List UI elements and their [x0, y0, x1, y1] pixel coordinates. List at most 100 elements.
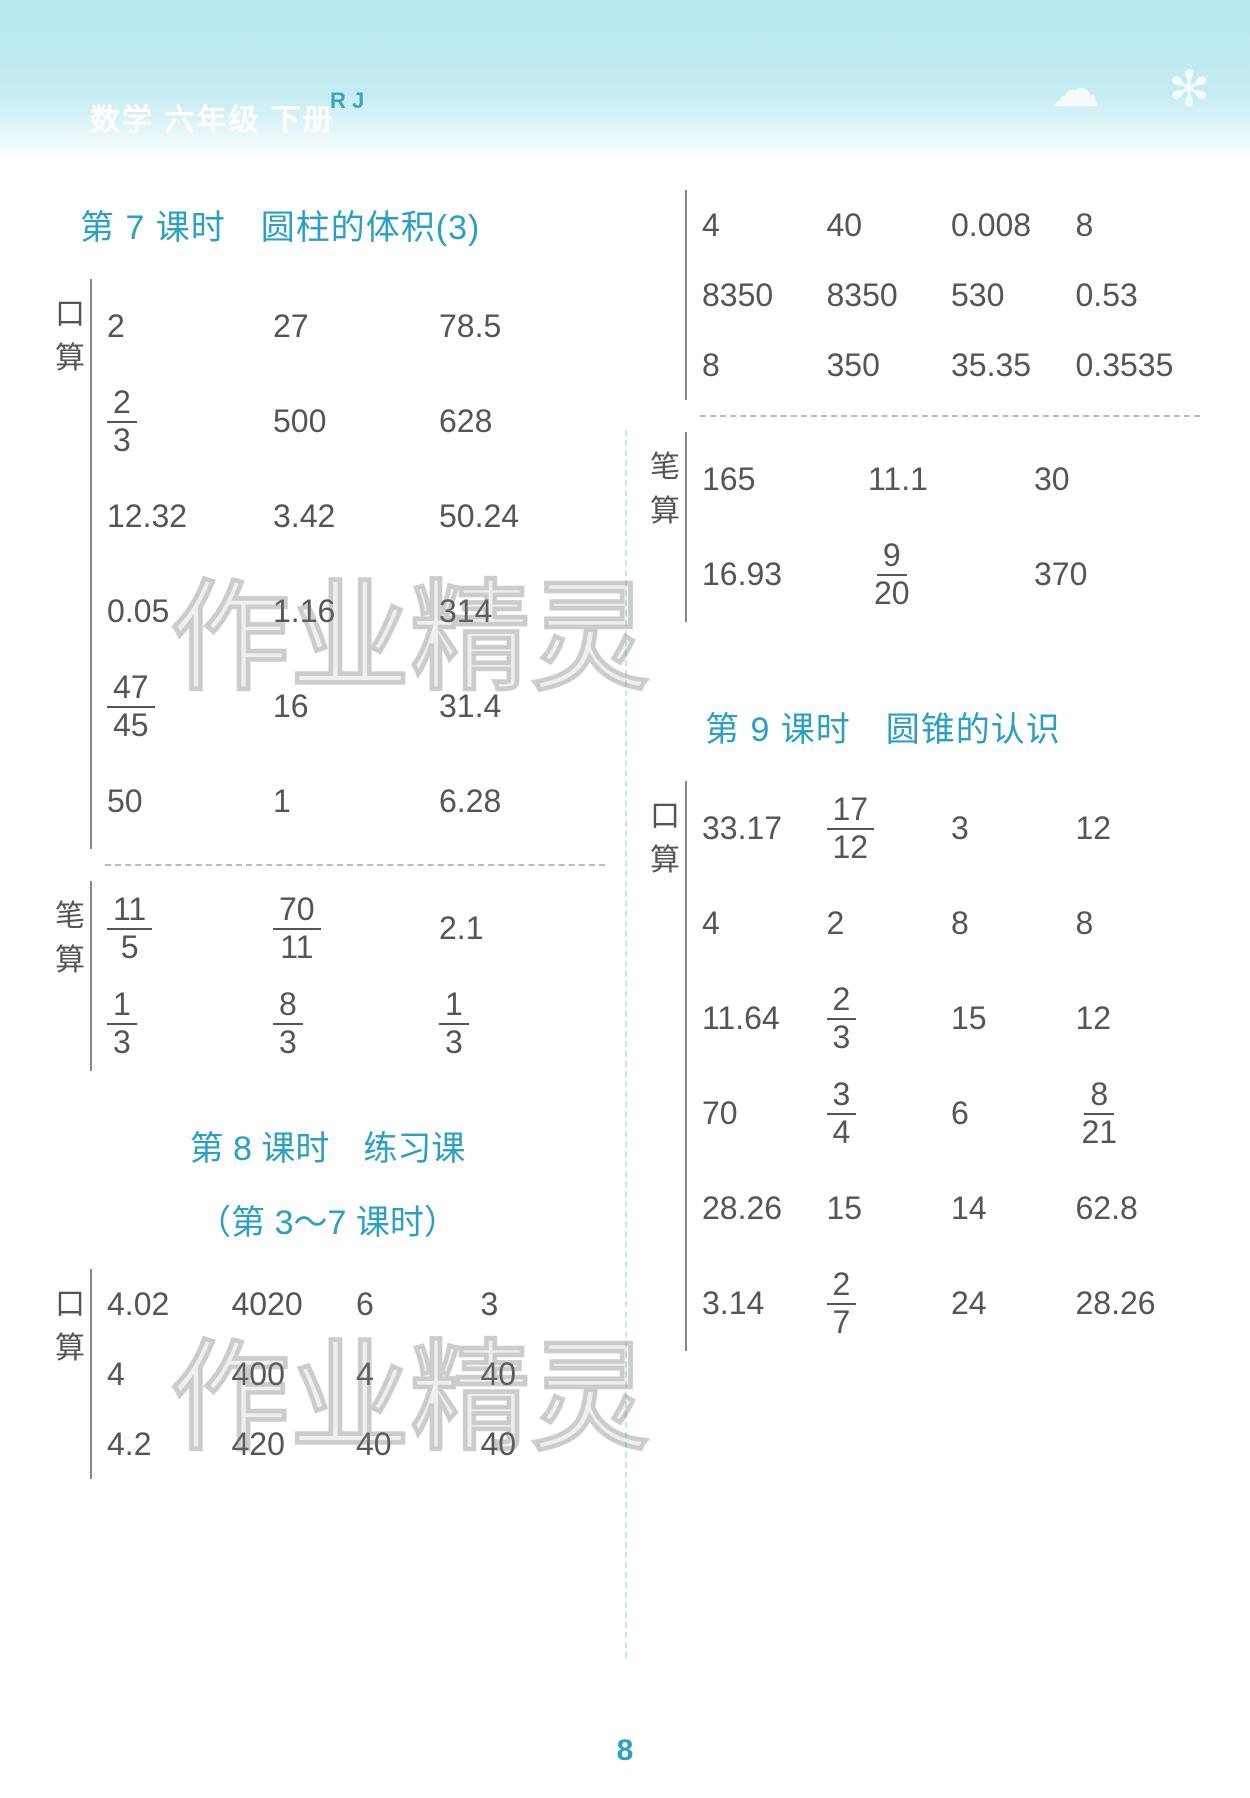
- vertical-rule: [90, 881, 92, 1071]
- answer-cell: 3.42: [273, 498, 439, 535]
- answer-value: 500: [273, 403, 326, 439]
- answer-row: 4400440: [107, 1339, 605, 1409]
- answer-value: 4: [702, 207, 720, 243]
- answer-value: 370: [1034, 556, 1087, 592]
- section-8-cont-block: 4400.0088835083505300.53835035.350.3535: [645, 190, 1200, 400]
- answer-cell: 6: [951, 1095, 1076, 1132]
- answer-cell: 14: [951, 1190, 1076, 1227]
- fraction: 115: [107, 892, 152, 964]
- answer-cell: 15: [827, 1190, 952, 1227]
- answer-cell: 83: [273, 987, 439, 1059]
- answer-cell: 4.02: [107, 1286, 232, 1323]
- answer-value: 50.24: [439, 498, 519, 534]
- bisuan-label: 笔 算: [50, 881, 90, 1071]
- answer-cell: 40: [481, 1426, 606, 1463]
- answer-value: 6: [356, 1286, 374, 1322]
- cloud-icon: ☁: [1050, 60, 1100, 118]
- answer-cell: 50: [107, 783, 273, 820]
- left-column: 第 7 课时 圆柱的体积(3) 口 算 22778.52350062812.32…: [50, 180, 625, 1718]
- answer-row: 835035.350.3535: [702, 330, 1200, 400]
- answer-cell: 35.35: [951, 347, 1076, 384]
- answer-cell: 115: [107, 892, 273, 964]
- answer-cell: 314: [439, 593, 605, 630]
- answer-cell: 3: [951, 810, 1076, 847]
- answer-cell: 11.1: [868, 461, 1034, 498]
- answer-value: 27: [273, 308, 309, 344]
- answer-cell: 0.3535: [1076, 347, 1201, 384]
- answer-cell: 1712: [827, 792, 952, 864]
- bisuan-label: 笔 算: [645, 432, 685, 622]
- answer-row: 3.14272428.26: [702, 1256, 1200, 1351]
- page-number: 8: [617, 1734, 634, 1768]
- header-badge: R J: [330, 88, 364, 114]
- answer-value: 15: [951, 1000, 987, 1036]
- answer-cell: 165: [702, 461, 868, 498]
- right-column: 4400.0088835083505300.53835035.350.3535 …: [625, 180, 1200, 1718]
- answer-cell: 12: [1076, 1000, 1201, 1037]
- answer-grid: 11570112.1138313: [107, 881, 605, 1071]
- answer-grid: 4400.0088835083505300.53835035.350.3535: [702, 190, 1200, 400]
- answer-row: 33.171712312: [702, 781, 1200, 876]
- answer-cell: 50.24: [439, 498, 605, 535]
- answer-row: 12.32 3.42 50.24: [107, 469, 605, 564]
- answer-cell: 4: [107, 1356, 232, 1393]
- answer-cell: 2.1: [439, 910, 605, 947]
- answer-value: 30: [1034, 461, 1070, 497]
- answer-row: 11570112.1: [107, 881, 605, 976]
- answer-grid: 33.171712312428811.642315127034682128.26…: [702, 781, 1200, 1351]
- fraction: 4745: [107, 670, 155, 742]
- answer-value: 530: [951, 277, 1004, 313]
- answer-cell: 8350: [702, 277, 827, 314]
- answer-row: 5016.28: [107, 754, 605, 849]
- answer-cell: 40: [481, 1356, 606, 1393]
- answer-value: 165: [702, 461, 755, 497]
- answer-cell: 370: [1034, 556, 1200, 593]
- answer-grid: 4.0240206344004404.24204040: [107, 1269, 605, 1479]
- answer-value: 4: [107, 1356, 125, 1392]
- answer-row: 4.02402063: [107, 1269, 605, 1339]
- answer-cell: 28.26: [702, 1190, 827, 1227]
- vertical-rule: [685, 190, 687, 400]
- kousuan-label: 口 算: [50, 1269, 90, 1479]
- answer-cell: 530: [951, 277, 1076, 314]
- fraction: 23: [827, 982, 857, 1054]
- answer-row: 4400.0088: [702, 190, 1200, 260]
- section-8-bisuan-block: 笔 算 165 11.130 16.93920370: [645, 432, 1200, 622]
- answer-cell: 70: [702, 1095, 827, 1132]
- fraction: 13: [439, 987, 469, 1059]
- answer-value: 28.26: [702, 1190, 782, 1226]
- answer-cell: 0.008: [951, 207, 1076, 244]
- answer-cell: 4.2: [107, 1426, 232, 1463]
- answer-value: 3.14: [702, 1285, 764, 1321]
- answer-cell: 40: [356, 1426, 481, 1463]
- answer-cell: 31.4: [439, 688, 605, 725]
- answer-value: 12.32: [107, 498, 187, 534]
- answer-value: 0.05: [107, 593, 169, 629]
- answer-row: 4.24204040: [107, 1409, 605, 1479]
- answer-row: 11.64231512: [702, 971, 1200, 1066]
- vertical-rule: [90, 279, 92, 849]
- h-divider: [700, 415, 1200, 417]
- answer-cell: 0.53: [1076, 277, 1201, 314]
- answer-cell: 13: [439, 987, 605, 1059]
- vertical-rule: [685, 781, 687, 1351]
- spacer-label: [645, 190, 685, 400]
- answer-cell: 16: [273, 688, 439, 725]
- answer-value: 14: [951, 1190, 987, 1226]
- answer-value: 2: [107, 308, 125, 344]
- answer-cell: 12: [1076, 810, 1201, 847]
- answer-value: 50: [107, 783, 143, 819]
- answer-value: 8: [951, 905, 969, 941]
- answer-value: 1.16: [273, 593, 335, 629]
- answer-cell: 40: [827, 207, 952, 244]
- answer-value: 3.42: [273, 498, 335, 534]
- answer-cell: 3.14: [702, 1285, 827, 1322]
- answer-cell: 27: [827, 1267, 952, 1339]
- fraction: 34: [827, 1077, 857, 1149]
- answer-row: 16.93920370: [702, 527, 1200, 622]
- answer-value: 78.5: [439, 308, 501, 344]
- section-8-kousuan-block: 口 算 4.0240206344004404.24204040: [50, 1269, 605, 1479]
- snowflake-icon: ✻: [1168, 60, 1210, 118]
- answer-row: 138313: [107, 976, 605, 1071]
- page-header-title: 数学 六年级 下册: [90, 95, 335, 139]
